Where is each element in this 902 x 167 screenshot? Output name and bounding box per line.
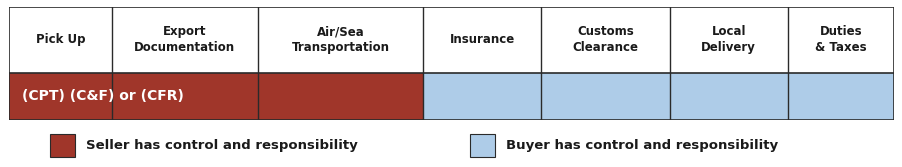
Text: Pick Up: Pick Up <box>36 33 85 46</box>
Text: Seller has control and responsibility: Seller has control and responsibility <box>86 139 357 152</box>
Text: Buyer has control and responsibility: Buyer has control and responsibility <box>505 139 777 152</box>
Text: Customs
Clearance: Customs Clearance <box>572 25 638 54</box>
Text: Export
Documentation: Export Documentation <box>134 25 235 54</box>
Text: Air/Sea
Transportation: Air/Sea Transportation <box>291 25 389 54</box>
Bar <box>469 134 494 157</box>
Text: (CPT) (C&F) or (CFR): (CPT) (C&F) or (CFR) <box>23 89 184 103</box>
Bar <box>9 72 423 120</box>
Text: Duties
& Taxes: Duties & Taxes <box>814 25 866 54</box>
Bar <box>50 134 75 157</box>
Bar <box>423 72 893 120</box>
Text: Local
Delivery: Local Delivery <box>701 25 755 54</box>
Text: Insurance: Insurance <box>449 33 514 46</box>
